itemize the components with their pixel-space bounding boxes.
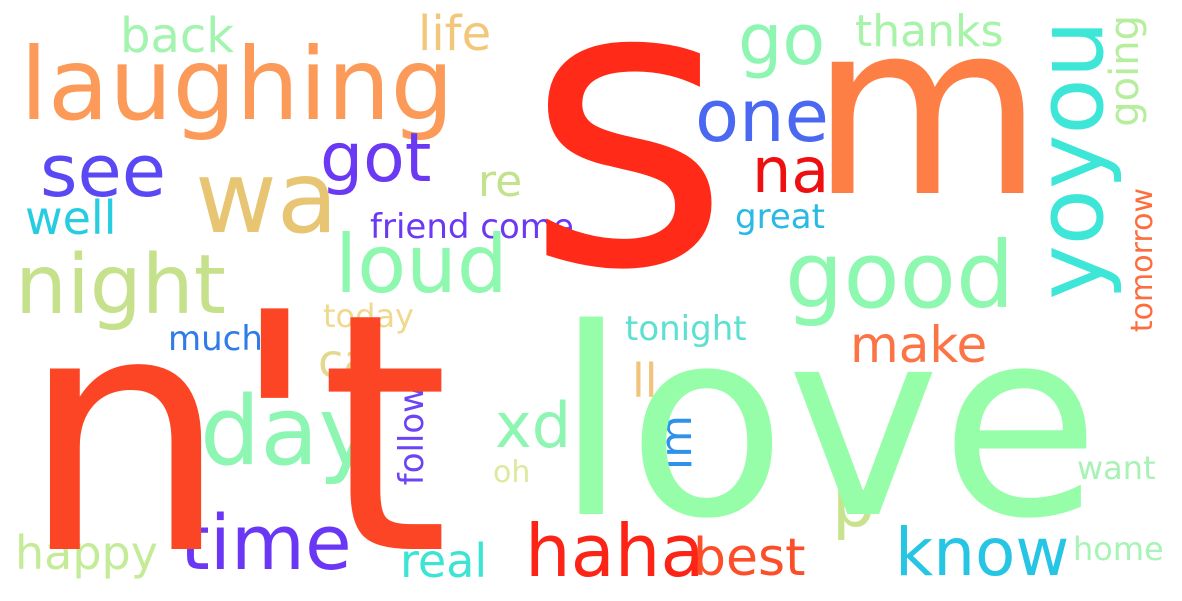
word-friend-come: friend come (370, 207, 574, 247)
word-know: know (895, 514, 1070, 591)
word-ll: ll (632, 354, 658, 408)
word-today: today (323, 297, 414, 335)
word-p: p (832, 464, 876, 543)
word-laughing: laughing (20, 26, 454, 143)
word-love: love (555, 274, 1101, 576)
word-time: time (180, 498, 352, 587)
word-m: m (810, 0, 1044, 250)
word-na: na (752, 134, 830, 207)
word-nt: n't (20, 243, 450, 601)
word-much: much (168, 319, 263, 359)
word-tomorrow: tomorrow (1125, 188, 1160, 333)
word-thanks: thanks (855, 6, 1004, 57)
word-oh: oh (493, 455, 531, 490)
word-go: go (738, 0, 826, 81)
word-day: day (200, 377, 375, 487)
word-xd: xd (495, 389, 572, 462)
word-well: well (25, 191, 117, 245)
word-real: real (400, 534, 488, 588)
word-s: s (525, 0, 731, 357)
word-home: home (1073, 530, 1164, 568)
word-loud: loud (335, 218, 508, 311)
word-life: life (418, 6, 492, 62)
word-make: make (850, 316, 988, 374)
word-great: great (735, 197, 825, 237)
word-back: back (120, 8, 235, 64)
word-ca: ca (318, 334, 372, 388)
word-wa: wa (195, 139, 339, 256)
word-see: see (40, 129, 167, 213)
word-good: good (785, 222, 1015, 329)
word-re: re (478, 156, 523, 207)
word-haha: haha (525, 509, 705, 593)
word-happy: happy (15, 526, 158, 580)
word-best: best (693, 528, 806, 588)
word-want: want (1077, 449, 1156, 487)
word-got: got (320, 119, 432, 198)
word-tonight: tonight (625, 309, 747, 349)
word-night: night (15, 238, 226, 333)
word-one: one (695, 74, 829, 158)
